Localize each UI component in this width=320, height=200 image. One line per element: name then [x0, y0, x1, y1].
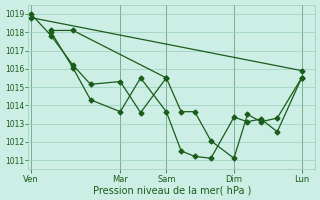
- X-axis label: Pression niveau de la mer( hPa ): Pression niveau de la mer( hPa ): [92, 185, 251, 195]
